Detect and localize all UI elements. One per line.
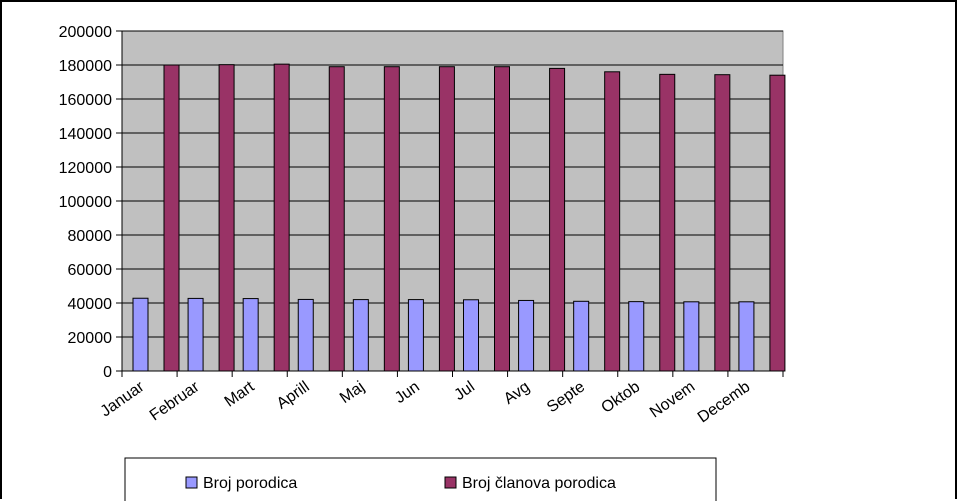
legend-label: Broj članova porodica (462, 475, 616, 492)
bar-broj-clanova-porodica (273, 63, 290, 372)
bar-broj-clanova-porodica (383, 66, 400, 372)
y-tick-label: 20000 (68, 330, 113, 347)
bar-broj-clanova-porodica (218, 64, 235, 372)
bar-broj-clanova-porodica (438, 66, 455, 372)
x-tick-label: Septe (544, 378, 588, 416)
bar-broj-clanova-porodica (549, 67, 566, 372)
bar-broj-porodica (738, 301, 755, 372)
bar-broj-clanova-porodica (604, 71, 621, 372)
axes (116, 30, 784, 377)
y-tick-label: 100000 (59, 194, 112, 211)
bar-broj-porodica (463, 299, 479, 372)
bar-broj-clanova-porodica (659, 73, 676, 372)
bar-broj-porodica (573, 300, 590, 372)
bar-broj-clanova-porodica (494, 66, 510, 372)
bar-broj-porodica (352, 299, 369, 372)
bar-broj-clanova-porodica (163, 64, 180, 372)
bar-broj-porodica (187, 297, 204, 372)
x-tick-label: Maj (337, 378, 368, 407)
bar-broj-porodica (407, 299, 424, 372)
bar-broj-clanova-porodica (769, 74, 786, 372)
bar-broj-porodica (683, 301, 700, 372)
x-tick-label: Jul (451, 378, 478, 404)
x-tick-labels: Januar Februar Mart Aprill Maj Jun Jul Avg Septe… (98, 378, 754, 426)
legend: Broj porodica Broj članova porodica (124, 457, 717, 501)
x-tick-label: Avg (501, 378, 533, 408)
x-tick-label: Novem (647, 378, 698, 421)
x-tick-label: Jun (392, 378, 423, 407)
bar-broj-clanova-porodica (714, 74, 731, 372)
x-tick-label: Decemb (695, 378, 754, 426)
x-tick-label: Mart (222, 378, 258, 411)
bar-broj-porodica (297, 298, 314, 372)
legend-box (124, 457, 717, 501)
x-tick-label: Aprill (274, 378, 313, 412)
y-tick-label: 120000 (59, 160, 112, 177)
bar-broj-porodica (518, 299, 535, 372)
bar-broj-clanova-porodica (328, 66, 345, 372)
y-tick-label: 0 (103, 364, 112, 381)
y-tick-label: 60000 (68, 262, 113, 279)
y-tick-label: 160000 (59, 92, 112, 109)
bar-broj-porodica (628, 301, 645, 372)
x-tick-label: Oktob (598, 378, 643, 416)
legend-swatch (185, 476, 198, 489)
y-tick-label: 140000 (59, 126, 112, 143)
bar-broj-porodica (132, 297, 149, 372)
y-tick-label: 180000 (59, 58, 112, 75)
y-tick-label: 80000 (68, 228, 113, 245)
y-tick-label: 200000 (59, 24, 112, 41)
bars (132, 63, 786, 372)
y-tick-label: 40000 (68, 296, 113, 313)
bar-broj-porodica (242, 298, 259, 372)
x-tick-label: Januar (98, 378, 148, 420)
legend-swatch (444, 476, 457, 489)
legend-label: Broj porodica (203, 475, 297, 492)
y-tick-labels: 0 20000 40000 60000 80000 100000 120000 140000 1… (59, 24, 112, 381)
x-tick-label: Februar (147, 378, 203, 424)
